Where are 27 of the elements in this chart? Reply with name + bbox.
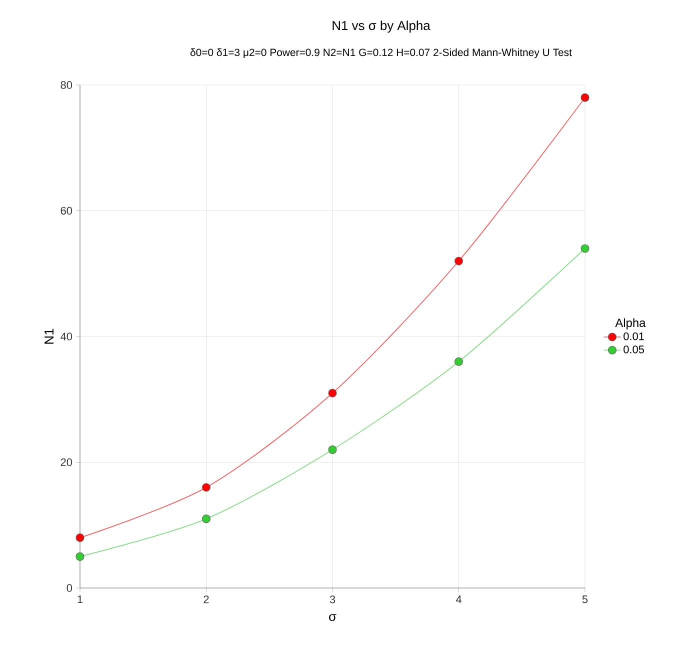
point [580,93,590,102]
point [202,483,211,492]
legend-label: 0.01 [624,332,644,340]
x-tick-label: 1 [78,596,83,604]
point [580,244,590,253]
y-tick-label: 60 [60,206,72,215]
y-tick-label: 0 [66,584,72,592]
chart-title: N1 vs σ by Alpha [332,20,430,33]
y-axis-title: N1 [44,328,54,344]
point [454,256,464,266]
chart-subtitle: δ0=0 δ1=3 μ2=0 Power=0.9 N2=N1 G=0.12 H=0.07 2-Sided Mann-Whitney U Test [190,48,572,58]
point [454,357,464,366]
x-tick-label: 5 [582,596,588,604]
y-tick-label: 40 [60,332,72,340]
x-tick-label: 4 [456,596,462,604]
point [76,552,84,561]
point [202,514,211,524]
x-tick-label: 2 [204,596,209,604]
point [328,445,337,454]
y-tick-label: 20 [60,458,72,466]
x-axis-title: σ [329,614,336,622]
x-tick-label: 3 [330,596,336,604]
y-tick-label: 80 [60,81,72,89]
point [328,388,337,398]
legend-label: 0.05 [624,346,644,354]
point [76,533,84,542]
legend-title: Alpha [615,318,646,330]
